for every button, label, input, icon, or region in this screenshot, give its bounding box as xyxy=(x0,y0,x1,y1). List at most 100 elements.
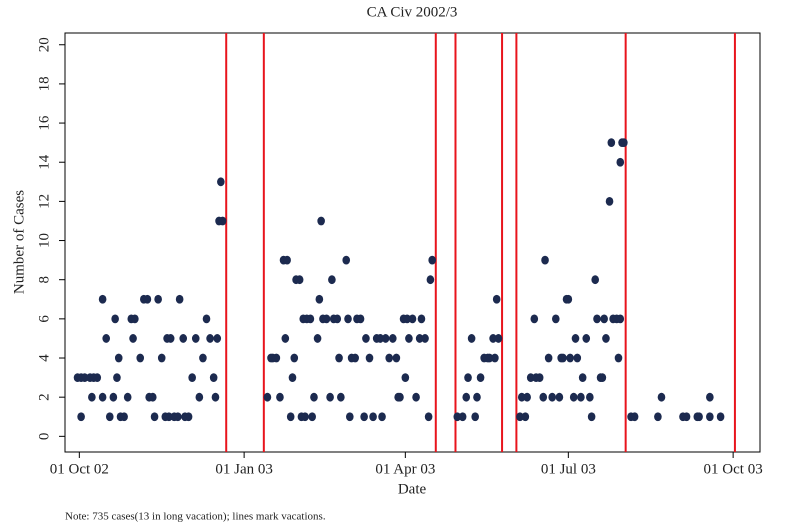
point xyxy=(544,353,553,363)
point xyxy=(120,412,128,422)
point xyxy=(199,353,207,363)
point xyxy=(195,392,204,402)
point xyxy=(600,314,608,324)
point xyxy=(408,314,417,324)
point xyxy=(555,392,564,402)
point xyxy=(602,334,610,343)
point xyxy=(290,353,299,363)
point xyxy=(401,373,410,382)
point xyxy=(283,255,291,265)
point xyxy=(175,294,184,304)
y-tick-label: 2 xyxy=(36,393,52,401)
point xyxy=(326,392,334,402)
point xyxy=(539,392,548,402)
x-tick-label: 01 Oct 02 xyxy=(50,461,109,477)
point xyxy=(462,392,471,402)
point xyxy=(467,334,476,343)
point xyxy=(587,412,596,422)
point xyxy=(405,334,413,343)
point xyxy=(113,373,121,382)
point xyxy=(286,412,295,422)
point xyxy=(607,138,616,148)
x-tick-label: 01 Jul 03 xyxy=(541,461,596,477)
point xyxy=(593,314,601,324)
y-tick-label: 8 xyxy=(36,276,52,284)
point xyxy=(150,412,159,422)
point xyxy=(209,373,218,382)
point xyxy=(362,334,370,343)
point xyxy=(521,412,530,422)
x-tick-label: 01 Apr 03 xyxy=(375,461,435,477)
point xyxy=(654,412,662,422)
point xyxy=(412,392,420,402)
point xyxy=(620,138,628,148)
point xyxy=(98,392,107,402)
point xyxy=(591,275,600,285)
point xyxy=(333,314,342,324)
point xyxy=(548,392,557,402)
point xyxy=(476,373,485,382)
point xyxy=(276,392,284,402)
point xyxy=(317,216,325,226)
point xyxy=(301,412,309,422)
point xyxy=(123,392,132,402)
point xyxy=(630,412,639,422)
point xyxy=(657,392,666,402)
point xyxy=(281,334,290,343)
point xyxy=(218,216,227,226)
point xyxy=(263,392,272,402)
y-tick-label: 18 xyxy=(36,76,52,91)
point xyxy=(378,412,386,422)
point xyxy=(111,314,119,324)
point xyxy=(188,373,196,382)
point xyxy=(315,294,324,304)
point xyxy=(573,353,582,363)
point xyxy=(458,412,467,422)
point xyxy=(566,353,574,363)
y-axis-label: Number of Cases xyxy=(11,190,27,294)
point xyxy=(682,412,691,422)
y-tick-label: 6 xyxy=(36,315,52,323)
x-axis-label: Date xyxy=(398,481,427,497)
y-tick-label: 14 xyxy=(36,154,52,170)
point xyxy=(154,294,162,304)
point xyxy=(143,294,152,304)
point xyxy=(523,392,531,402)
note: Note: 735 cases(13 in long vacation); li… xyxy=(65,511,326,523)
point xyxy=(428,255,437,265)
point xyxy=(102,334,110,343)
point xyxy=(98,294,107,304)
point xyxy=(131,314,139,324)
point xyxy=(157,353,166,363)
point xyxy=(582,334,591,343)
y-tick-label: 4 xyxy=(36,354,52,362)
point xyxy=(109,392,118,402)
point xyxy=(217,177,225,187)
point xyxy=(77,412,85,422)
point xyxy=(322,314,331,324)
point xyxy=(716,412,725,422)
point xyxy=(342,255,351,265)
y-tick-label: 12 xyxy=(36,194,52,209)
point xyxy=(392,353,401,363)
point xyxy=(578,373,587,382)
point xyxy=(308,412,316,422)
point xyxy=(272,353,281,363)
point xyxy=(385,353,394,363)
point xyxy=(184,412,193,422)
y-tick-label: 10 xyxy=(36,233,52,248)
point xyxy=(706,392,714,402)
point xyxy=(335,353,343,363)
point xyxy=(453,412,462,422)
point xyxy=(313,334,322,343)
point xyxy=(369,412,377,422)
plot-frame xyxy=(64,32,761,453)
point xyxy=(174,412,182,422)
point xyxy=(381,334,390,343)
point xyxy=(491,353,499,363)
point xyxy=(706,412,714,422)
point xyxy=(206,334,214,343)
point xyxy=(494,334,503,343)
point xyxy=(136,353,145,363)
